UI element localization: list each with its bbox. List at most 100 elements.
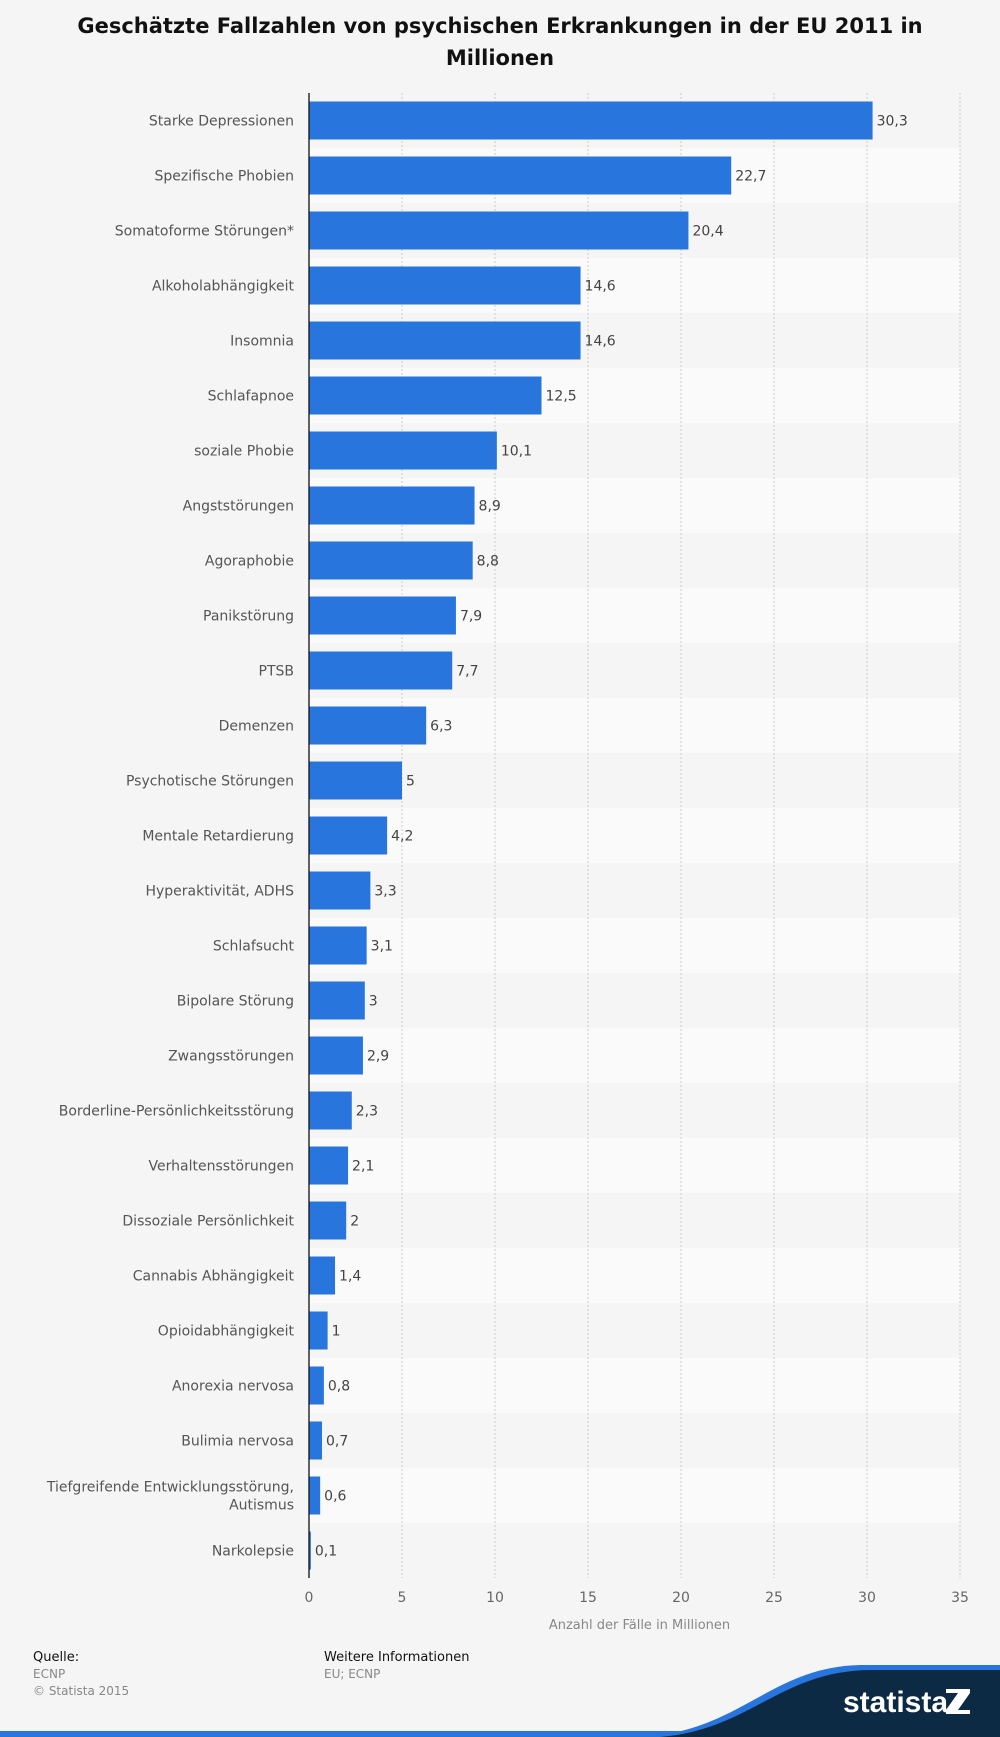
bar — [309, 486, 475, 525]
category-label: Panikstörung — [203, 609, 294, 625]
row-band — [309, 1193, 960, 1248]
x-tick-label: 20 — [672, 1590, 690, 1606]
bar — [309, 431, 497, 470]
category-label: Agoraphobie — [205, 554, 294, 570]
category-label: Zwangsstörungen — [168, 1049, 294, 1065]
bar — [309, 321, 581, 360]
category-label: soziale Phobie — [194, 444, 294, 460]
row-band — [309, 973, 960, 1028]
category-label: Dissoziale Persönlichkeit — [122, 1214, 294, 1230]
category-label: Schlafapnoe — [208, 389, 294, 405]
row-band — [309, 1138, 960, 1193]
x-tick-label: 35 — [951, 1590, 969, 1606]
category-label: Mentale Retardierung — [142, 829, 294, 845]
info-text: EU; ECNP — [324, 1667, 381, 1681]
x-tick-label: 0 — [305, 1590, 314, 1606]
logo-mark-icon — [946, 1689, 970, 1714]
bar — [309, 1531, 311, 1570]
x-tick-label: 30 — [858, 1590, 876, 1606]
row-band — [309, 1303, 960, 1358]
row-band — [309, 1468, 960, 1523]
copyright-text: © Statista 2015 — [33, 1684, 130, 1698]
source-block: Quelle: ECNP © Statista 2015 — [33, 1649, 129, 1700]
category-label: Starke Depressionen — [149, 114, 294, 130]
x-axis-title: Anzahl der Fälle in Millionen — [549, 1618, 730, 1633]
category-label: Alkoholabhängigkeit — [152, 279, 295, 295]
value-label: 4,2 — [391, 829, 413, 845]
value-label: 5 — [406, 774, 415, 790]
bar — [309, 211, 689, 250]
bar — [309, 1476, 321, 1515]
value-label: 12,5 — [546, 389, 577, 405]
row-band — [309, 1523, 960, 1578]
value-label: 1 — [332, 1324, 341, 1340]
category-label: Tiefgreifende Entwicklungsstörung, — [46, 1480, 294, 1496]
value-label: 10,1 — [501, 444, 532, 460]
bar — [309, 706, 427, 745]
category-label: Insomnia — [230, 334, 294, 350]
row-band — [309, 1358, 960, 1413]
category-label: Narkolepsie — [212, 1544, 294, 1560]
value-label: 14,6 — [585, 279, 616, 295]
source-text: ECNP — [33, 1667, 66, 1681]
row-band — [309, 1413, 960, 1468]
category-label: Verhaltensstörungen — [149, 1159, 294, 1175]
bar — [309, 541, 473, 580]
category-label: PTSB — [259, 664, 295, 680]
bar — [309, 1201, 347, 1240]
bar — [309, 926, 367, 965]
value-label: 7,9 — [460, 609, 482, 625]
value-label: 3,3 — [374, 884, 396, 900]
row-band — [309, 863, 960, 918]
chart-title: Geschätzte Fallzahlen von psychischen Er… — [77, 14, 923, 70]
category-label: Borderline-Persönlichkeitsstörung — [59, 1104, 294, 1120]
row-band — [309, 808, 960, 863]
value-label: 6,3 — [430, 719, 452, 735]
bar — [309, 651, 453, 690]
value-label: 0,6 — [324, 1489, 346, 1505]
value-label: 30,3 — [877, 114, 908, 130]
value-label: 8,9 — [479, 499, 501, 515]
value-label: 2 — [350, 1214, 359, 1230]
category-label: Hyperaktivität, ADHS — [145, 884, 294, 900]
category-label: Demenzen — [219, 719, 294, 735]
bar — [309, 376, 542, 415]
value-label: 20,4 — [692, 224, 723, 240]
bar — [309, 1256, 336, 1295]
value-label: 0,1 — [315, 1544, 337, 1560]
bar — [309, 761, 402, 800]
bar — [309, 816, 388, 855]
statista-logo[interactable]: statista — [0, 1662, 1000, 1737]
category-label: Bipolare Störung — [177, 994, 294, 1010]
bar — [309, 1366, 324, 1405]
category-label: Angststörungen — [183, 499, 294, 515]
bar — [309, 1311, 328, 1350]
bar — [309, 1146, 349, 1185]
value-label: 14,6 — [585, 334, 616, 350]
bar — [309, 266, 581, 305]
x-tick-label: 15 — [579, 1590, 597, 1606]
value-label: 0,8 — [328, 1379, 350, 1395]
value-label: 2,1 — [352, 1159, 374, 1175]
value-label: 2,9 — [367, 1049, 389, 1065]
category-label: Somatoforme Störungen* — [115, 224, 294, 240]
bar — [309, 596, 456, 635]
x-tick-label: 5 — [398, 1590, 407, 1606]
x-tick-label: 25 — [765, 1590, 783, 1606]
category-label: Anorexia nervosa — [172, 1379, 294, 1395]
category-label: Cannabis Abhängigkeit — [133, 1269, 295, 1285]
info-heading[interactable]: Weitere Informationen — [324, 1650, 470, 1665]
bar — [309, 156, 732, 195]
category-label: Autismus — [229, 1498, 294, 1514]
value-label: 8,8 — [477, 554, 499, 570]
bar — [309, 1036, 363, 1075]
x-tick-label: 10 — [486, 1590, 504, 1606]
value-label: 0,7 — [326, 1434, 348, 1450]
bar — [309, 981, 365, 1020]
value-label: 2,3 — [356, 1104, 378, 1120]
value-label: 3 — [369, 994, 378, 1010]
row-band — [309, 1083, 960, 1138]
info-block: Weitere Informationen EU; ECNP — [324, 1649, 469, 1683]
logo-text: statista — [843, 1686, 948, 1719]
